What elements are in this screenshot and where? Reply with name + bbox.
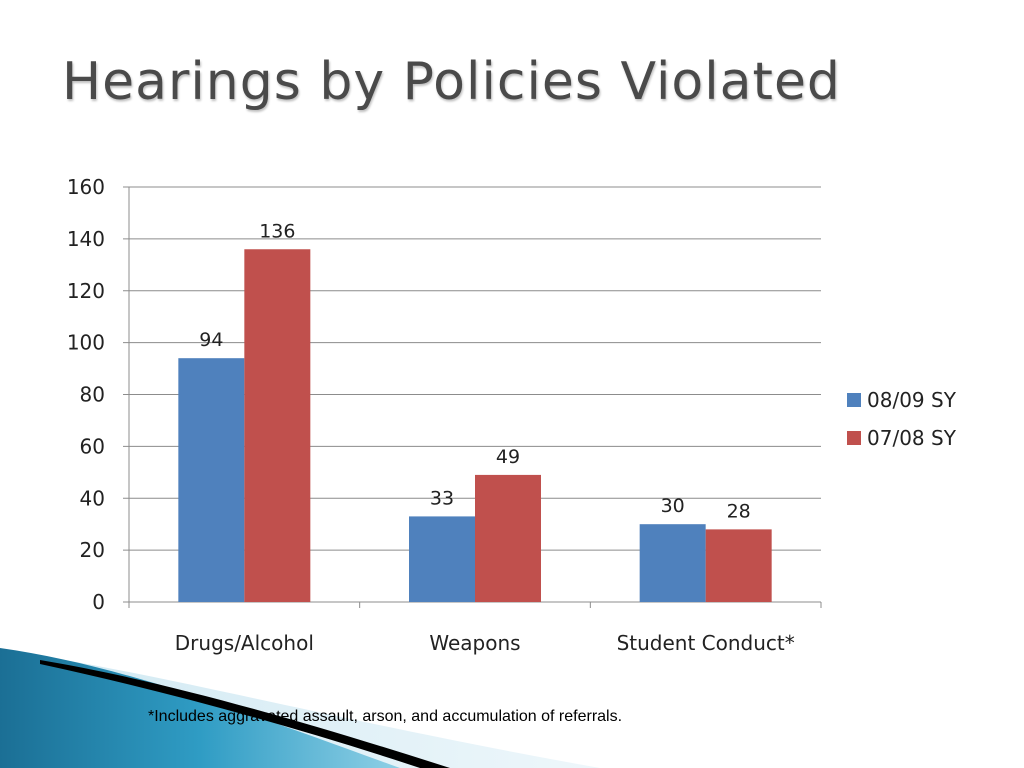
y-tick-label: 140	[67, 227, 105, 251]
data-labels: 94 136 33 49 30 28	[199, 220, 751, 522]
bar	[475, 474, 541, 602]
category-label: Weapons	[429, 631, 520, 655]
y-tick-label: 120	[67, 279, 105, 303]
bar-chart: 0 20 40 60 80 100 120 140 160 Drugs/Alcohol Weapon…	[67, 175, 957, 655]
y-tick-label: 20	[80, 538, 105, 562]
y-tick-label: 40	[80, 486, 105, 510]
footnote: *Includes aggravated assault, arson, and…	[148, 708, 623, 725]
legend: 08/09 SY 07/08 SY	[847, 388, 957, 450]
legend-swatch	[847, 431, 861, 445]
data-label: 30	[661, 495, 685, 517]
category-label: Drugs/Alcohol	[175, 631, 314, 655]
y-tick-label: 160	[67, 175, 105, 199]
data-label: 33	[430, 487, 454, 509]
data-label: 136	[259, 220, 295, 242]
bars	[178, 249, 772, 602]
legend-label: 07/08 SY	[867, 426, 957, 450]
y-tick-label: 100	[67, 331, 105, 355]
legend-swatch	[847, 393, 861, 407]
category-label: Student Conduct*	[617, 631, 795, 655]
data-label: 49	[496, 446, 520, 468]
legend-label: 08/09 SY	[867, 388, 957, 412]
slide-title: Hearings by Policies Violated	[62, 52, 841, 112]
y-tick-label: 60	[80, 434, 105, 458]
y-tick-label: 0	[92, 590, 105, 614]
bar	[705, 529, 772, 602]
bar	[244, 249, 311, 602]
bar	[409, 516, 475, 602]
bar	[639, 524, 706, 602]
data-label: 94	[199, 329, 223, 351]
y-tick-label: 80	[80, 383, 105, 407]
data-label: 28	[727, 500, 751, 522]
bar	[178, 358, 245, 602]
